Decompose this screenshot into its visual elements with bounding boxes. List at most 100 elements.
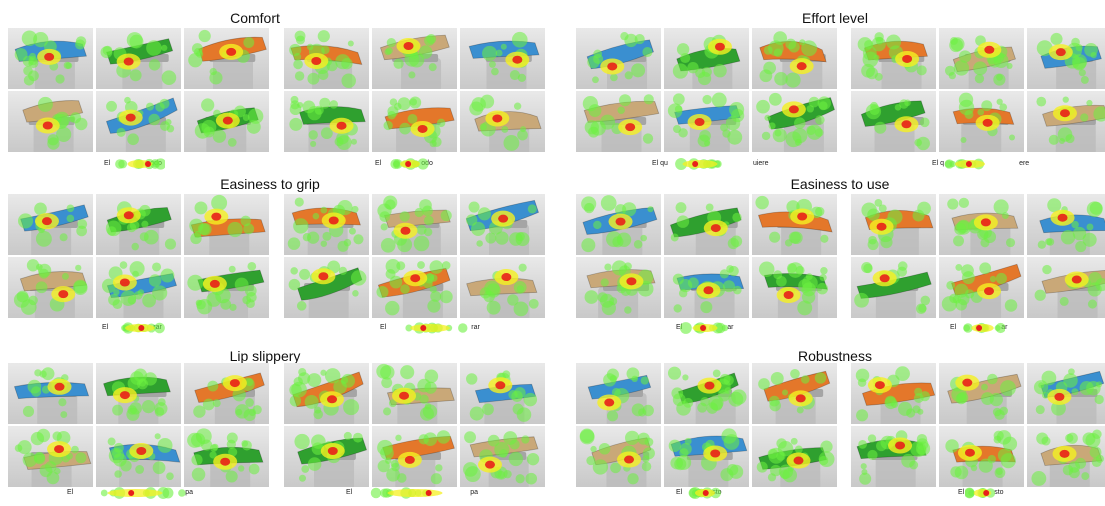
caption-heat-strip: [944, 158, 985, 170]
thumbnail-graphic: [860, 99, 930, 152]
heatmap-thumbnail: [96, 91, 181, 152]
heatmap-thumbnail: [1027, 257, 1105, 318]
thumbnail-graphic: [288, 260, 367, 318]
heatmap-thumbnail: [576, 91, 661, 152]
heatmap-thumbnail: [664, 257, 749, 318]
thumbnail-graphic: [105, 201, 177, 255]
thumbnail-graphic: [672, 265, 745, 318]
heatmap-thumbnail: [96, 194, 181, 255]
heatmap-thumbnail: [8, 91, 93, 152]
heatmap-thumbnail: [1027, 194, 1105, 255]
thumbnail-graphic: [579, 428, 655, 487]
heatmap-thumbnail: [184, 28, 269, 89]
thumbnail-graphic: [944, 35, 1016, 89]
thumbnail-graphic: [383, 96, 455, 152]
caption-heat-strip: [405, 322, 468, 334]
heatmap-thumbnail: [752, 91, 837, 152]
heatmap-thumbnail: [576, 426, 661, 487]
thumbnail-graphic: [672, 34, 741, 89]
heatmap-thumbnail: [851, 426, 936, 487]
heatmap-thumbnail: [184, 194, 269, 255]
thumbnail-graphic: [854, 261, 932, 318]
thumbnail-graphic: [22, 96, 88, 152]
thumbnail-graphic: [1031, 429, 1104, 487]
caption-grip-right: El rar: [380, 324, 480, 331]
heatmap-thumbnail: [664, 363, 749, 424]
caption-effort-left: El qu uiere: [652, 160, 769, 167]
heatmap-thumbnail: [96, 426, 181, 487]
heatmap-thumbnail: [752, 257, 837, 318]
thumbnail-graphic: [379, 34, 450, 89]
heatmap-thumbnail: [96, 28, 181, 89]
heatmap-thumbnail: [284, 257, 369, 318]
heatmap-thumbnail: [939, 426, 1024, 487]
caption-heat-strip: [115, 158, 165, 170]
heatmap-thumbnail: [184, 91, 269, 152]
heatmap-thumbnail: [184, 426, 269, 487]
thumbnail-graphic: [377, 195, 452, 255]
caption-effort-right: El q ere: [932, 160, 1030, 167]
thumbnail-graphic: [947, 373, 1022, 424]
thumbnail-graphic: [581, 195, 658, 255]
thumbnail-graphic: [289, 30, 363, 89]
thumbnail-graphic: [667, 366, 747, 424]
caption-heat-strip: [965, 487, 996, 499]
heatmap-thumbnail: [8, 28, 93, 89]
thumbnail-graphic: [756, 92, 835, 152]
thumbnail-graphic: [1037, 198, 1105, 255]
heatmap-thumbnail: [576, 194, 661, 255]
heatmap-thumbnail: [372, 91, 457, 152]
heatmap-thumbnail: [576, 257, 661, 318]
heatmap-thumbnail: [576, 363, 661, 424]
thumbnail-graphic: [376, 363, 455, 424]
heatmap-thumbnail: [851, 257, 936, 318]
caption-heat-strip: [688, 487, 721, 499]
panel-title-comfort: Comfort: [230, 10, 280, 26]
thumbnail-graphic: [289, 95, 366, 152]
panel-title-robustness: Robustness: [798, 348, 872, 364]
caption-heat-strip: [963, 322, 1005, 334]
heatmap-thumbnail: [752, 363, 837, 424]
thumbnail-graphic: [107, 433, 181, 487]
thumbnail-graphic: [194, 98, 264, 152]
heatmap-thumbnail: [284, 426, 369, 487]
heatmap-thumbnail: [372, 28, 457, 89]
heatmap-thumbnail: [939, 194, 1024, 255]
thumbnail-graphic: [465, 199, 540, 255]
thumbnail-graphic: [1034, 264, 1105, 318]
panel-title-effort-level: Effort level: [802, 10, 868, 26]
thumbnail-graphic: [18, 202, 89, 255]
thumbnail-graphic: [13, 367, 90, 424]
thumbnail-graphic: [952, 92, 1016, 152]
heatmap-thumbnail: [8, 426, 93, 487]
panel-title-easiness-to-grip: Easiness to grip: [220, 176, 320, 192]
heatmap-thumbnail: [752, 194, 837, 255]
heatmap-thumbnail: [939, 257, 1024, 318]
heatmap-thumbnail: [460, 426, 545, 487]
heatmap-thumbnail: [664, 426, 749, 487]
thumbnail-graphic: [586, 32, 655, 89]
caption-robust-right: El sto: [958, 489, 1004, 496]
heatmap-thumbnail: [1027, 28, 1105, 89]
thumbnail-graphic: [758, 261, 829, 318]
heatmap-thumbnail: [1027, 426, 1105, 487]
thumbnail-graphic: [468, 31, 540, 89]
heatmap-thumbnail: [664, 194, 749, 255]
heatmap-thumbnail: [576, 28, 661, 89]
caption-heat-strip: [121, 322, 165, 334]
heatmap-thumbnail: [664, 28, 749, 89]
heatmap-thumbnail: [939, 28, 1024, 89]
thumbnail-graphic: [101, 261, 178, 318]
heatmap-thumbnail: [460, 363, 545, 424]
thumbnail-graphic: [857, 32, 928, 89]
heatmap-thumbnail: [752, 426, 837, 487]
thumbnail-graphic: [856, 430, 931, 487]
heatmap-thumbnail: [664, 91, 749, 152]
thumbnail-graphic: [289, 368, 364, 424]
thumbnail-graphic: [466, 263, 539, 318]
heatmap-thumbnail: [8, 257, 93, 318]
heatmap-thumbnail: [752, 28, 837, 89]
heatmap-thumbnail: [372, 257, 457, 318]
thumbnail-graphic: [189, 194, 266, 255]
heatmap-thumbnail: [284, 91, 369, 152]
